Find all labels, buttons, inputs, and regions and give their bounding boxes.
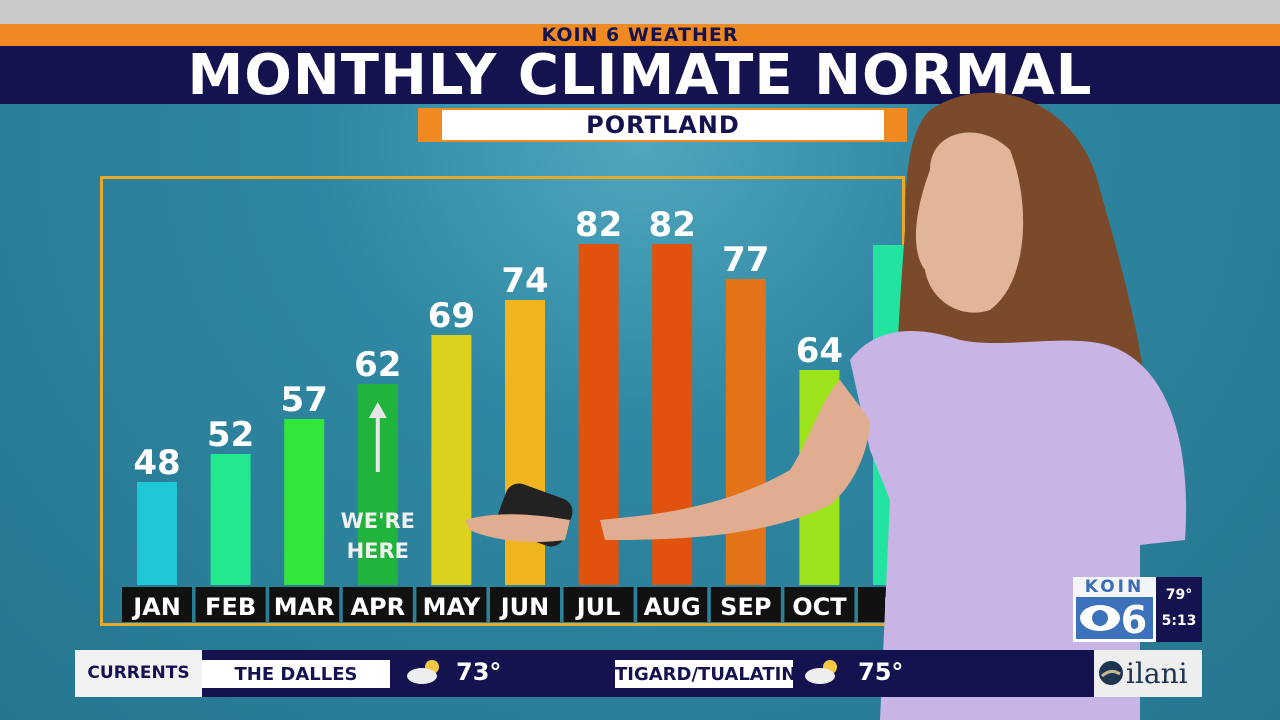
station-bug-info: 79° 5:13	[1156, 577, 1202, 642]
sponsor-name: ilani	[1126, 657, 1188, 690]
data-label: 82	[575, 205, 622, 245]
ticker-temp: 75°	[858, 658, 904, 686]
tick-label: SEP	[720, 593, 771, 621]
current-temp: 79°	[1165, 587, 1193, 603]
location-banner: PORTLAND	[418, 108, 907, 142]
tick-label-box	[563, 587, 634, 622]
location-label: PORTLAND	[442, 110, 884, 140]
current-time: 5:13	[1161, 613, 1197, 629]
partly-cloudy-icon	[407, 660, 439, 684]
data-label: 82	[649, 205, 696, 245]
top-strip	[0, 0, 1280, 24]
station-logo: KOIN 6	[1073, 577, 1156, 642]
tick-label: JUL	[575, 593, 621, 621]
ilani-emblem-icon	[1099, 661, 1123, 685]
cbs-eye-icon: 6	[1076, 597, 1153, 642]
channel-number: 6	[1121, 598, 1147, 639]
tick-label-box	[195, 587, 266, 622]
logo-text: KOIN	[1073, 577, 1156, 597]
bar-feb	[210, 454, 251, 585]
tick-label-box	[416, 587, 487, 622]
bar-sep	[725, 279, 766, 585]
ticker-temp: 73°	[456, 658, 502, 686]
bar-may	[431, 335, 472, 585]
tick-label: JAN	[131, 593, 181, 621]
data-label: 57	[281, 380, 328, 420]
ticker-city: THE DALLES	[202, 660, 390, 688]
tick-label-box	[269, 587, 340, 622]
data-label: 62	[354, 345, 401, 385]
tick-label: OCT	[792, 593, 847, 621]
currents-label: CURRENTS	[75, 650, 202, 697]
data-label: 64	[796, 331, 843, 371]
station-kicker: KOIN 6 WEATHER	[0, 24, 1280, 46]
tick-label: APR	[350, 593, 405, 621]
tick-label-box	[490, 587, 560, 622]
bar-jan	[137, 482, 177, 585]
data-label: 77	[722, 240, 769, 280]
sponsor-logo: ilani	[1094, 650, 1202, 697]
tick-label: FEB	[205, 593, 256, 621]
tick-label: MAY	[423, 593, 481, 621]
tick-label: JUN	[499, 593, 550, 621]
tick-label: MAR	[274, 593, 335, 621]
ticker-city: TIGARD/TUALATIN	[615, 660, 796, 688]
annotation-text: HERE	[347, 539, 409, 563]
arrow-up-icon	[368, 402, 387, 472]
data-label: 52	[207, 415, 254, 455]
tick-label-box	[710, 587, 781, 622]
bar-mar	[284, 419, 325, 585]
tick-label-box	[122, 587, 192, 622]
data-label: 48	[133, 443, 180, 483]
tick-label-box	[784, 587, 855, 622]
annotation-text: WE'RE	[341, 509, 415, 533]
tick-label-box	[637, 587, 708, 622]
page-title: MONTHLY CLIMATE NORMAL	[0, 46, 1280, 106]
tick-label-box	[342, 587, 413, 622]
partly-cloudy-icon	[805, 660, 837, 684]
tick-label: AUG	[644, 593, 701, 621]
data-label: 69	[428, 296, 475, 336]
data-label: 74	[501, 261, 548, 301]
